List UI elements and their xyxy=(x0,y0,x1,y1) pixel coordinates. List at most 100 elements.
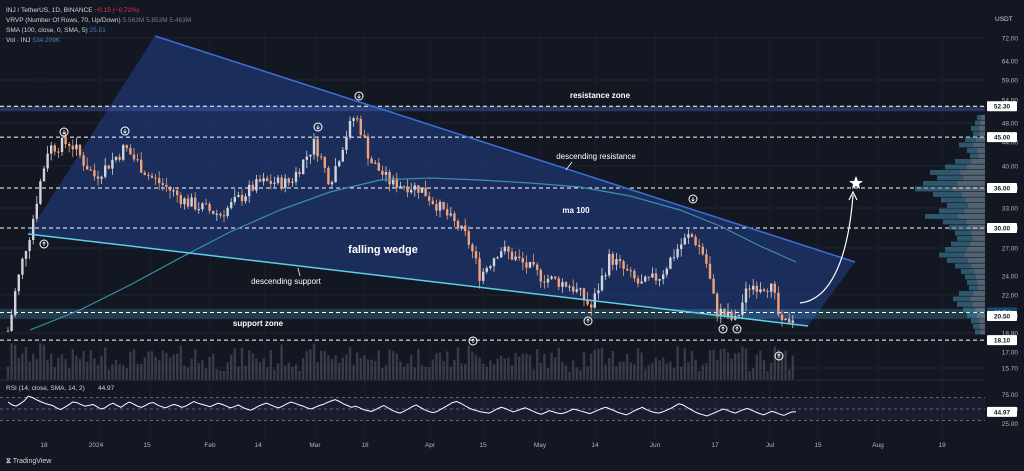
profile-bar xyxy=(961,192,985,197)
volume-bar xyxy=(759,350,762,380)
candle-body xyxy=(194,197,197,210)
volume-bar xyxy=(122,365,125,380)
volume-bar xyxy=(503,358,506,380)
volume-bar xyxy=(658,360,661,380)
volume-bar xyxy=(143,357,146,380)
price-tick-label: 54.00 xyxy=(1002,98,1019,105)
volume-bar xyxy=(60,354,64,380)
candle-body xyxy=(104,165,107,177)
profile-bar xyxy=(971,318,979,324)
volume-bar xyxy=(748,371,751,380)
candle-body xyxy=(766,290,769,292)
profile-bar xyxy=(973,324,980,329)
candle-body xyxy=(395,178,398,188)
candle-body xyxy=(204,203,208,205)
candle-body xyxy=(726,311,730,317)
candle-body xyxy=(644,276,647,282)
tradingview-logo[interactable]: ⧖ TradingView xyxy=(6,458,51,466)
volume-bar xyxy=(352,364,355,380)
volume-bar xyxy=(690,351,694,380)
profile-bar xyxy=(925,214,958,219)
volume-bar xyxy=(316,361,319,380)
profile-bar xyxy=(963,307,976,313)
candle-body xyxy=(86,165,89,170)
volume-bar xyxy=(582,352,586,380)
volume-bar xyxy=(291,366,294,380)
price-label-box xyxy=(987,101,1017,112)
candle-body xyxy=(287,178,290,183)
volume-bar xyxy=(86,361,89,380)
candle-body xyxy=(676,248,679,258)
candle-body xyxy=(626,268,629,271)
candle-body xyxy=(507,246,510,252)
volume-bar xyxy=(374,360,377,380)
profile-bar xyxy=(967,148,977,153)
candle-body xyxy=(219,213,222,216)
candle-body xyxy=(179,195,182,205)
profile-bar xyxy=(971,159,985,164)
volume-bar xyxy=(446,351,449,380)
candle-body xyxy=(600,275,604,291)
volume-bar xyxy=(165,352,168,380)
candle-body xyxy=(521,258,524,263)
volume-bar xyxy=(384,365,388,380)
candle-body xyxy=(172,190,175,192)
candle-body xyxy=(755,285,758,292)
volume-bar xyxy=(593,349,596,380)
candle-body xyxy=(651,273,654,278)
profile-bar xyxy=(969,241,985,247)
volume-bar xyxy=(698,370,701,380)
volume-bar xyxy=(626,354,629,380)
volume-bar xyxy=(140,363,143,380)
volume-bar xyxy=(492,364,496,380)
volume-bar xyxy=(363,355,366,380)
volume-bar xyxy=(554,357,557,380)
volume-bar xyxy=(201,359,204,380)
arrow-down-icon xyxy=(688,194,698,204)
sma-value: 25.51 xyxy=(89,27,106,34)
volume-bar xyxy=(719,349,722,380)
candle-body xyxy=(647,276,650,278)
volume-bar xyxy=(370,359,373,380)
header-vol-row[interactable]: Vol · INJ 534.209K xyxy=(6,36,60,45)
volume-bar xyxy=(208,357,211,380)
candle-body xyxy=(161,183,164,185)
rsi-tick-label: 25.00 xyxy=(1002,421,1019,428)
header-vrvp-row[interactable]: VRVP (Number Of Rows, 70, Up/Down) 5.563… xyxy=(6,16,191,25)
profile-bar xyxy=(969,285,978,291)
volume-bar xyxy=(752,368,755,380)
volume-bar xyxy=(57,357,60,380)
rsi-tick-label: 75.00 xyxy=(1002,392,1019,399)
profile-bar xyxy=(947,258,968,263)
volume-bar xyxy=(734,353,737,380)
price-tick-label: 22.00 xyxy=(1002,293,1019,300)
annotations: resistance zone descending resistance ma 1… xyxy=(233,91,636,328)
volume-bar xyxy=(161,350,164,380)
candle-body xyxy=(431,200,434,205)
candle-body xyxy=(320,156,323,158)
ma-100-label: ma 100 xyxy=(562,206,590,215)
annotation-pointer xyxy=(565,161,573,171)
volume-bar xyxy=(341,357,344,380)
profile-bar xyxy=(945,247,967,252)
tradingview-icon: ⧖ xyxy=(6,458,11,465)
profile-bar xyxy=(949,225,969,230)
volume-bar xyxy=(762,359,766,380)
price-axis-bg xyxy=(985,0,1024,471)
volume-bar xyxy=(611,350,614,380)
time-tick-label: 18 xyxy=(361,442,369,449)
rsi-value-box xyxy=(987,406,1017,417)
volume-bar xyxy=(348,346,352,380)
candle-body xyxy=(28,239,31,252)
candle-body xyxy=(496,257,499,259)
volume-bar xyxy=(507,357,510,380)
profile-bar xyxy=(947,203,968,208)
candle-body xyxy=(17,274,20,292)
time-tick-label: 18 xyxy=(40,442,48,449)
profile-bar xyxy=(957,302,973,307)
volume-bar xyxy=(575,367,578,380)
price-label-box xyxy=(987,183,1017,193)
header-sma-row[interactable]: SMA (100, close, 0, SMA, 5) 25.51 xyxy=(6,26,106,35)
symbol-label[interactable]: INJ / TetherUS, 1D, BINANCE xyxy=(6,7,93,14)
